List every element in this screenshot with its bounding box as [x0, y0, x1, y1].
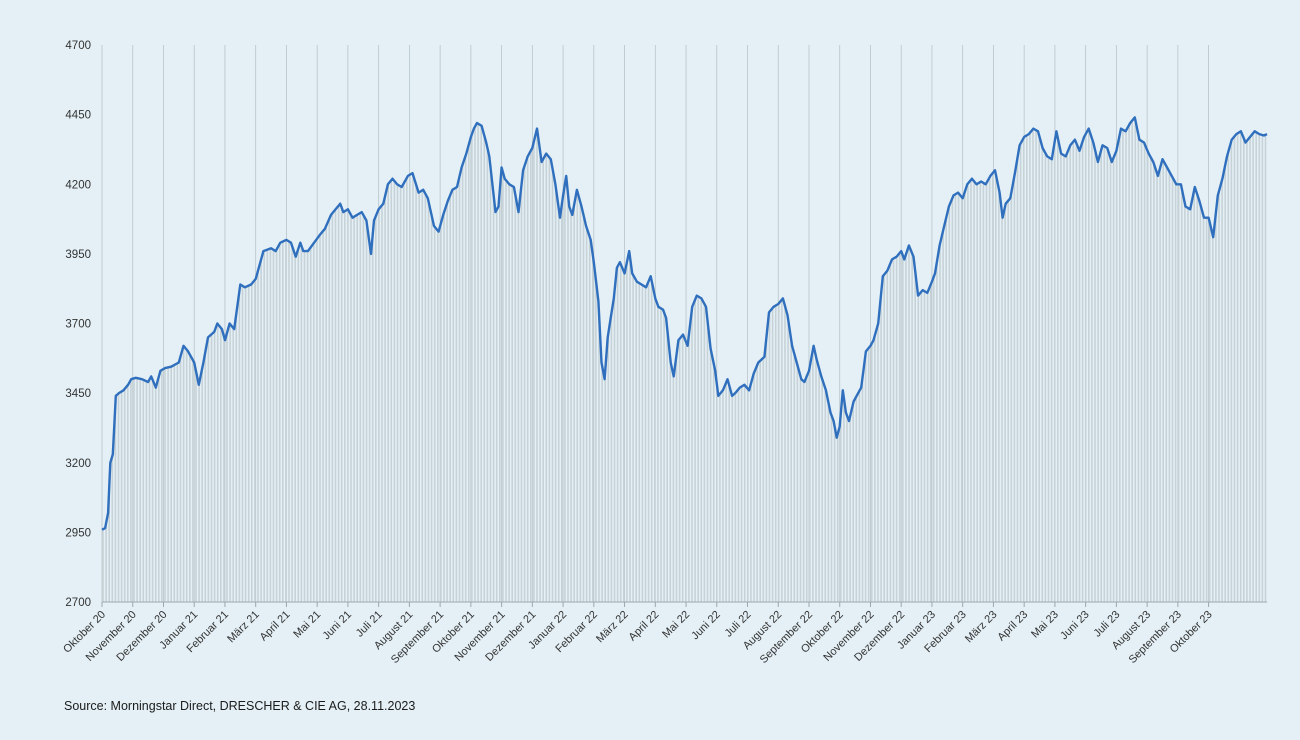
x-tick-label: Mai 21: [291, 609, 323, 641]
series-line-path: [101, 116, 1268, 531]
y-tick-label: 4200: [65, 179, 91, 191]
series-line: [101, 116, 1268, 531]
y-tick-label: 4450: [65, 110, 91, 122]
y-tick-label: 2950: [65, 527, 91, 539]
x-tick-label: April 22: [627, 609, 662, 644]
y-tick-label: 3450: [65, 388, 91, 400]
x-tick-label: Mai 23: [1029, 609, 1061, 641]
x-tick-label: März 23: [963, 609, 1000, 646]
y-tick-label: 4700: [65, 40, 91, 52]
source-note: Source: Morningstar Direct, DRESCHER & C…: [64, 699, 416, 713]
y-tick-label: 3700: [65, 319, 91, 331]
y-tick-label: 3950: [65, 249, 91, 261]
x-tick-label: April 23: [995, 609, 1030, 644]
x-tick-label: April 21: [258, 609, 293, 644]
x-tick-label: Juni 23: [1058, 609, 1092, 643]
x-tick-label: März 22: [594, 609, 631, 646]
line-chart: 2700 2950 3200 3450 3700 3950 4200 4450 4700 Okt…: [61, 40, 1268, 666]
y-tick-label: 2700: [65, 597, 91, 609]
area-fill: [102, 119, 1267, 602]
x-tick-label: Mai 22: [660, 609, 692, 641]
x-tick-label: Juni 22: [689, 609, 723, 643]
x-tick-label: März 21: [225, 609, 262, 646]
x-tick-label: Juni 21: [320, 609, 354, 643]
y-tick-label: 3200: [65, 458, 91, 470]
chart-container: 2700 2950 3200 3450 3700 3950 4200 4450 4700 Okt…: [61, 40, 1268, 666]
y-axis: 2700 2950 3200 3450 3700 3950 4200 4450 4700: [65, 40, 91, 609]
